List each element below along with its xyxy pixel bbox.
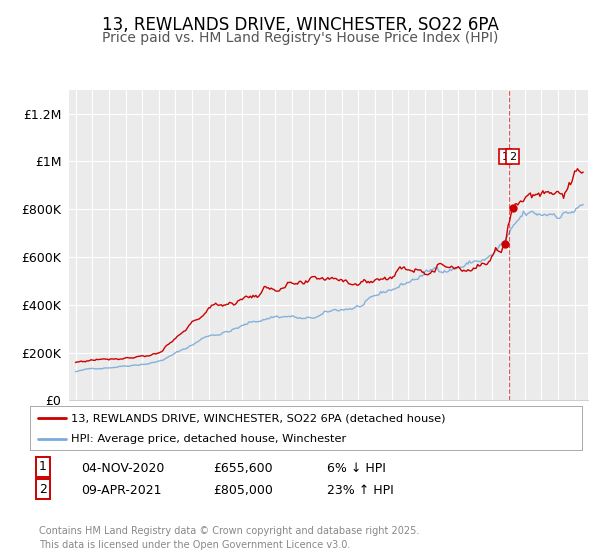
Text: HPI: Average price, detached house, Winchester: HPI: Average price, detached house, Winc… bbox=[71, 434, 347, 444]
Text: 13, REWLANDS DRIVE, WINCHESTER, SO22 6PA: 13, REWLANDS DRIVE, WINCHESTER, SO22 6PA bbox=[101, 16, 499, 34]
Text: 2: 2 bbox=[39, 483, 47, 496]
Text: 6% ↓ HPI: 6% ↓ HPI bbox=[327, 462, 386, 475]
Text: Price paid vs. HM Land Registry's House Price Index (HPI): Price paid vs. HM Land Registry's House … bbox=[102, 31, 498, 45]
Text: 1: 1 bbox=[39, 460, 47, 473]
Text: £805,000: £805,000 bbox=[213, 484, 273, 497]
Text: 23% ↑ HPI: 23% ↑ HPI bbox=[327, 484, 394, 497]
Text: £655,600: £655,600 bbox=[213, 462, 272, 475]
Text: 2: 2 bbox=[509, 152, 516, 161]
Text: Contains HM Land Registry data © Crown copyright and database right 2025.
This d: Contains HM Land Registry data © Crown c… bbox=[39, 526, 419, 549]
Text: 13, REWLANDS DRIVE, WINCHESTER, SO22 6PA (detached house): 13, REWLANDS DRIVE, WINCHESTER, SO22 6PA… bbox=[71, 413, 446, 423]
Text: 1: 1 bbox=[502, 152, 509, 161]
Text: 09-APR-2021: 09-APR-2021 bbox=[81, 484, 161, 497]
Text: 04-NOV-2020: 04-NOV-2020 bbox=[81, 462, 164, 475]
